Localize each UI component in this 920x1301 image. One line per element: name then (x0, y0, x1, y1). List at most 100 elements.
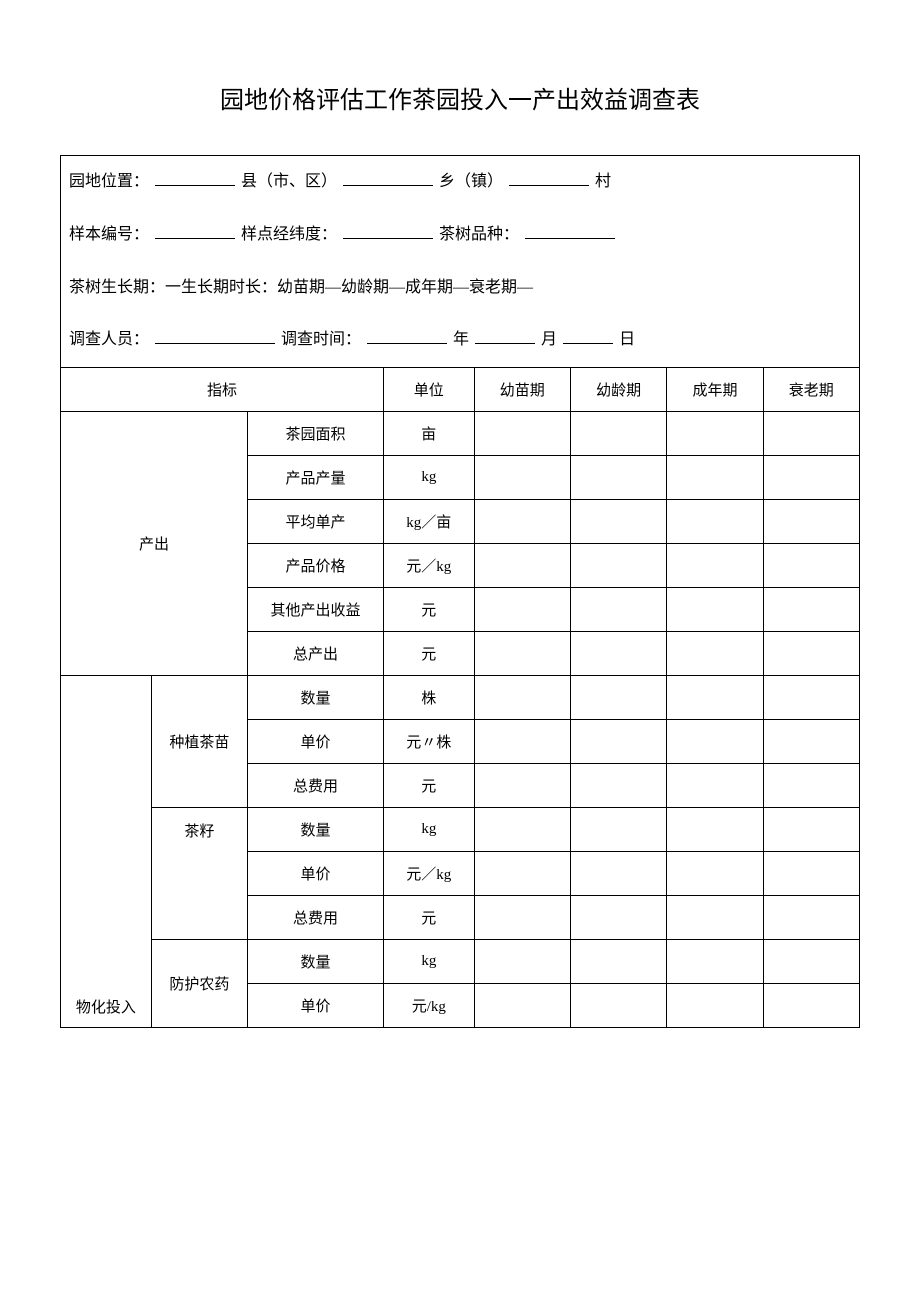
cell[interactable] (570, 984, 666, 1028)
cell[interactable] (763, 764, 859, 808)
cell[interactable] (667, 500, 763, 544)
blank-month[interactable] (475, 328, 535, 344)
cell[interactable] (667, 764, 763, 808)
cell[interactable] (763, 588, 859, 632)
cell[interactable] (474, 588, 570, 632)
cell[interactable] (570, 632, 666, 676)
row-name: 产品产量 (247, 456, 383, 500)
cell[interactable] (474, 632, 570, 676)
row-unit: 元 (383, 588, 474, 632)
row-name: 茶园面积 (247, 412, 383, 456)
header-unit: 单位 (383, 368, 474, 412)
cell[interactable] (570, 720, 666, 764)
cell[interactable] (570, 940, 666, 984)
cell[interactable] (474, 852, 570, 896)
row-name: 其他产出收益 (247, 588, 383, 632)
table-row: 产出 茶园面积 亩 (61, 412, 860, 456)
label-village: 村 (595, 173, 611, 190)
cell[interactable] (763, 808, 859, 852)
blank-coords[interactable] (343, 223, 433, 239)
header-line-surveyor: 调查人员： 调查时间： 年 月 日 (61, 314, 859, 367)
blank-township[interactable] (343, 170, 433, 186)
cell[interactable] (667, 412, 763, 456)
document-title: 园地价格评估工作茶园投入一产出效益调查表 (60, 80, 860, 115)
cell[interactable] (667, 720, 763, 764)
cell[interactable] (667, 984, 763, 1028)
cell[interactable] (667, 852, 763, 896)
blank-year[interactable] (367, 328, 447, 344)
cell[interactable] (474, 984, 570, 1028)
header-indicator: 指标 (61, 368, 384, 412)
table-row: 物化投入 种植茶苗 数量 株 (61, 676, 860, 720)
cell[interactable] (570, 896, 666, 940)
cell[interactable] (570, 852, 666, 896)
cell[interactable] (763, 632, 859, 676)
cell[interactable] (570, 456, 666, 500)
header-info-box: 园地位置： 县（市、区） 乡（镇） 村 样本编号： 样点经纬度： 茶树品种： 茶… (60, 155, 860, 367)
cell[interactable] (474, 808, 570, 852)
cell[interactable] (763, 984, 859, 1028)
cell[interactable] (474, 676, 570, 720)
label-county: 县（市、区） (241, 173, 337, 190)
cell[interactable] (667, 676, 763, 720)
blank-sample-id[interactable] (155, 223, 235, 239)
cell[interactable] (570, 808, 666, 852)
cell[interactable] (474, 720, 570, 764)
row-unit: 元 (383, 764, 474, 808)
blank-village[interactable] (509, 170, 589, 186)
row-name: 产品价格 (247, 544, 383, 588)
blank-day[interactable] (563, 328, 613, 344)
blank-surveyor[interactable] (155, 328, 275, 344)
input-section-label: 物化投入 (61, 676, 152, 1028)
cell[interactable] (667, 896, 763, 940)
cell[interactable] (763, 852, 859, 896)
cell[interactable] (667, 940, 763, 984)
row-unit: 元 (383, 896, 474, 940)
cell[interactable] (570, 676, 666, 720)
cell[interactable] (474, 456, 570, 500)
cell[interactable] (667, 456, 763, 500)
cell[interactable] (667, 808, 763, 852)
label-coords: 样点经纬度： (241, 226, 337, 243)
row-name: 数量 (247, 676, 383, 720)
cell[interactable] (667, 588, 763, 632)
row-unit: 株 (383, 676, 474, 720)
cell[interactable] (667, 632, 763, 676)
blank-county[interactable] (155, 170, 235, 186)
cell[interactable] (763, 544, 859, 588)
row-name: 数量 (247, 808, 383, 852)
label-variety: 茶树品种： (439, 226, 519, 243)
label-location: 园地位置： (69, 173, 149, 190)
label-sample-id: 样本编号： (69, 226, 149, 243)
cell[interactable] (474, 764, 570, 808)
cell[interactable] (570, 764, 666, 808)
cell[interactable] (474, 940, 570, 984)
row-name: 平均单产 (247, 500, 383, 544)
row-unit: 元〃株 (383, 720, 474, 764)
row-unit: 元 (383, 632, 474, 676)
cell[interactable] (474, 896, 570, 940)
cell[interactable] (570, 544, 666, 588)
cell[interactable] (570, 588, 666, 632)
row-unit: 元／kg (383, 852, 474, 896)
row-unit: kg／亩 (383, 500, 474, 544)
cell[interactable] (763, 896, 859, 940)
cell[interactable] (474, 412, 570, 456)
cell[interactable] (474, 500, 570, 544)
blank-variety[interactable] (525, 223, 615, 239)
row-name: 单价 (247, 852, 383, 896)
row-unit: kg (383, 808, 474, 852)
row-unit: 亩 (383, 412, 474, 456)
label-survey-time: 调查时间： (281, 331, 361, 348)
row-unit: kg (383, 940, 474, 984)
cell[interactable] (570, 412, 666, 456)
cell[interactable] (474, 544, 570, 588)
cell[interactable] (763, 456, 859, 500)
cell[interactable] (763, 676, 859, 720)
cell[interactable] (763, 720, 859, 764)
cell[interactable] (763, 940, 859, 984)
cell[interactable] (763, 500, 859, 544)
cell[interactable] (763, 412, 859, 456)
cell[interactable] (667, 544, 763, 588)
cell[interactable] (570, 500, 666, 544)
